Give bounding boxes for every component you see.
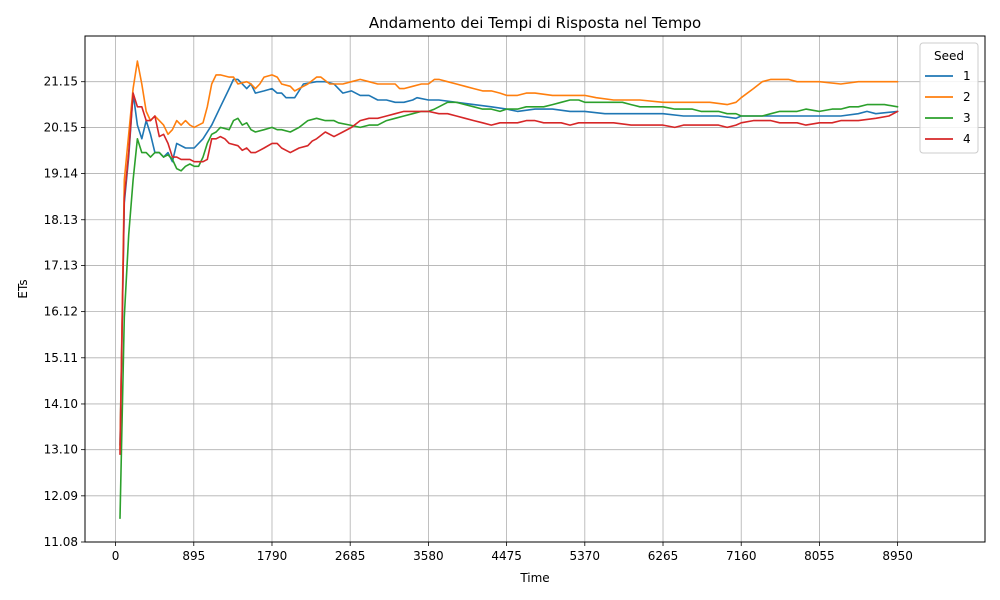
x-tick-label: 8950: [882, 549, 913, 563]
x-axis-title: Time: [519, 571, 549, 585]
y-tick-label: 12.09: [44, 489, 78, 503]
x-tick-label: 8055: [804, 549, 835, 563]
x-tick-label: 895: [182, 549, 205, 563]
y-tick-label: 13.10: [44, 443, 78, 457]
y-tick-label: 14.10: [44, 397, 78, 411]
x-axis-ticks: 0 895 1790 2685 3580 4475 5370 6265 7160 8055 8950: [112, 542, 913, 563]
plot-area-frame: [84, 35, 986, 543]
series-line-1: [119, 78, 899, 446]
x-tick-label: 0: [112, 549, 120, 563]
y-tick-label: 11.08: [44, 535, 78, 549]
series-line-2: [119, 60, 899, 451]
chart-title: Andamento dei Tempi di Risposta nel Temp…: [369, 14, 701, 32]
x-tick-label: 4475: [491, 549, 522, 563]
y-axis-title: ETs: [16, 279, 30, 298]
legend-label-3: 3: [963, 111, 971, 125]
legend-label-4: 4: [963, 132, 971, 146]
legend-label-1: 1: [963, 69, 971, 83]
legend-frame: [919, 42, 979, 154]
series-lines: [119, 60, 899, 519]
x-tick-label: 7160: [726, 549, 757, 563]
y-tick-label: 15.11: [44, 351, 78, 365]
y-tick-label: 21.15: [44, 75, 78, 89]
legend-items: 1 2 3 4: [925, 69, 971, 146]
y-tick-label: 18.13: [44, 213, 78, 227]
x-tick-label: 5370: [570, 549, 601, 563]
x-tick-label: 2685: [335, 549, 366, 563]
y-axis-ticks: 11.08 12.09 13.10 14.10 15.11 16.12 17.13 18.13…: [44, 75, 85, 549]
series-line-4: [119, 92, 899, 455]
legend-label-2: 2: [963, 90, 971, 104]
x-tick-label: 3580: [413, 549, 444, 563]
y-tick-label: 19.14: [44, 167, 78, 181]
y-tick-label: 20.15: [44, 120, 78, 134]
legend-title: Seed: [934, 49, 964, 63]
y-tick-label: 17.13: [44, 258, 78, 272]
y-tick-label: 16.12: [44, 305, 78, 319]
x-tick-label: 1790: [257, 549, 288, 563]
legend: Seed 1 2 3 4: [919, 42, 979, 154]
x-tick-label: 6265: [648, 549, 679, 563]
